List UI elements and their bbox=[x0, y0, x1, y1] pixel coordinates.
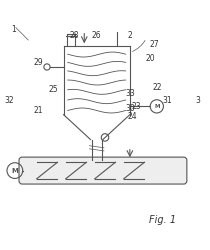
Text: 27: 27 bbox=[150, 40, 160, 49]
FancyBboxPatch shape bbox=[19, 157, 187, 184]
Text: 25: 25 bbox=[48, 85, 58, 94]
Text: 31: 31 bbox=[162, 96, 172, 105]
Text: 28: 28 bbox=[69, 32, 79, 40]
Text: 2: 2 bbox=[127, 32, 132, 40]
Text: M: M bbox=[11, 168, 18, 173]
Text: M: M bbox=[154, 104, 160, 109]
Text: 29: 29 bbox=[34, 58, 43, 67]
Text: 22: 22 bbox=[152, 83, 161, 92]
Text: 33: 33 bbox=[125, 90, 135, 98]
Text: 1: 1 bbox=[12, 25, 16, 34]
Text: 24: 24 bbox=[127, 112, 137, 121]
Text: 26: 26 bbox=[92, 32, 101, 40]
Text: 30: 30 bbox=[125, 104, 135, 113]
Text: 32: 32 bbox=[5, 96, 14, 105]
Text: Fig. 1: Fig. 1 bbox=[150, 215, 177, 225]
Text: 23: 23 bbox=[131, 102, 141, 111]
Text: 3: 3 bbox=[196, 96, 201, 105]
Text: 20: 20 bbox=[146, 54, 155, 63]
Text: 21: 21 bbox=[34, 106, 43, 115]
